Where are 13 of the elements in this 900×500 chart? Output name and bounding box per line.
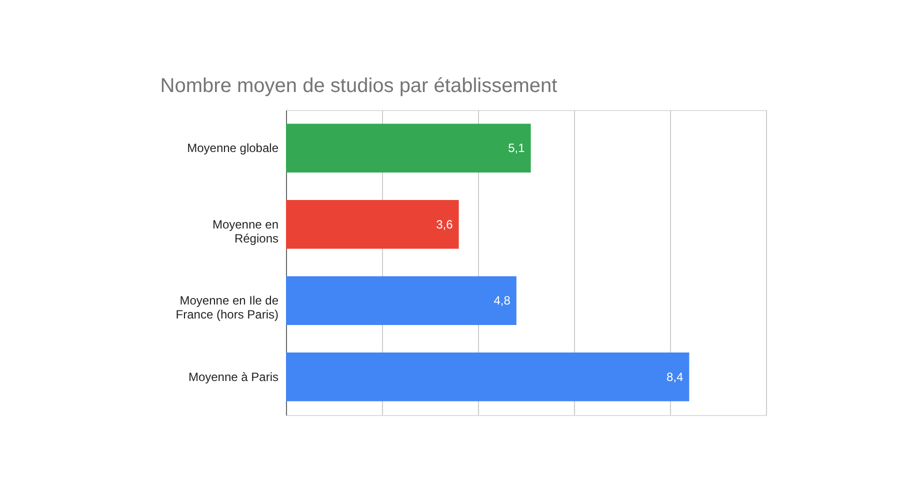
y-tick-label: Moyenne à Paris (188, 370, 278, 384)
bar (286, 352, 690, 402)
data-label: 4,8 (494, 294, 511, 308)
data-label: 5,1 (508, 141, 526, 156)
y-tick-label: Moyenne en Régions (212, 217, 278, 246)
y-tick-label: Moyenne globale (187, 141, 279, 156)
bar (286, 124, 531, 173)
y-tick-label: Moyenne en Ile de France (hors Paris) (176, 294, 279, 322)
chart-title: Nombre moyen de studios par établissement (160, 75, 558, 97)
bar (286, 276, 516, 326)
data-label: 8,4 (666, 370, 684, 384)
bar (286, 200, 459, 249)
data-label: 3,6 (436, 217, 454, 232)
